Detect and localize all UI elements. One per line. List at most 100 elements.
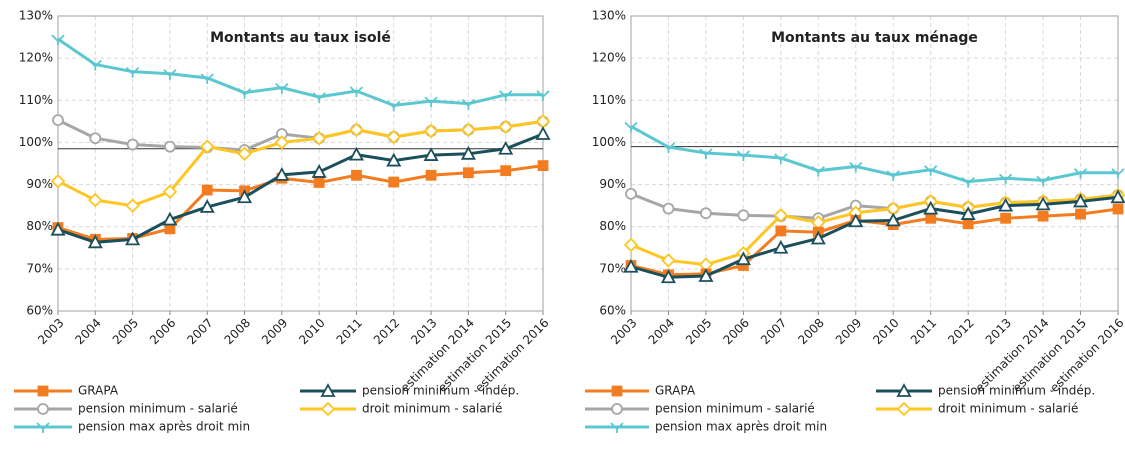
data-point — [625, 187, 637, 200]
data-point — [536, 90, 550, 101]
x-tick-label: 2006 — [147, 316, 178, 347]
data-point — [925, 212, 937, 224]
x-tick-label: 2010 — [870, 316, 901, 347]
data-point — [237, 146, 252, 162]
data-point — [275, 83, 289, 94]
data-point — [1112, 203, 1124, 215]
y-tick-label: 90% — [599, 177, 626, 191]
legend-marker — [611, 403, 623, 415]
legend-marker — [896, 383, 912, 397]
data-point — [50, 221, 66, 236]
legend-marker — [37, 385, 49, 397]
legend-marker — [610, 422, 624, 433]
data-point — [349, 86, 364, 98]
data-point — [624, 121, 638, 133]
y-tick-label: 80% — [26, 219, 53, 233]
data-point — [313, 177, 325, 188]
data-point — [698, 268, 714, 282]
legend-label: droit minimum - salarié — [362, 402, 502, 416]
series-line — [57, 37, 543, 107]
data-point — [237, 189, 253, 204]
x-tick-label: 2003 — [608, 316, 639, 347]
data-point — [199, 199, 215, 213]
legend-marker — [37, 403, 49, 415]
x-tick-label: 2012 — [371, 316, 402, 347]
x-tick-label: 2010 — [296, 316, 327, 347]
data-point — [162, 211, 178, 226]
data-point — [735, 251, 751, 266]
chart-title: Montants au taux ménage — [771, 30, 978, 46]
legend-marker — [611, 385, 623, 397]
data-point — [1110, 189, 1125, 204]
data-point — [811, 166, 825, 177]
data-point — [537, 160, 549, 172]
data-point — [125, 66, 140, 78]
data-point — [461, 99, 476, 110]
data-point — [998, 197, 1014, 212]
y-tick-label: 60% — [26, 304, 53, 318]
data-point — [424, 96, 438, 108]
legend-label: droit minimum - salarié — [938, 402, 1078, 416]
data-point — [348, 146, 364, 161]
x-tick-label: 2007 — [758, 316, 789, 347]
data-point — [125, 198, 140, 213]
data-point — [162, 184, 178, 200]
data-point — [351, 169, 362, 181]
x-tick-label: 2008 — [795, 316, 826, 347]
legend-label: pension minimum - salarié — [655, 402, 815, 416]
data-point — [1073, 193, 1089, 208]
data-point — [125, 231, 141, 246]
data-point — [662, 202, 675, 215]
data-point — [311, 130, 327, 146]
data-point — [200, 73, 214, 84]
x-tick-label: 2007 — [184, 316, 215, 347]
data-point — [386, 129, 402, 145]
data-point — [623, 237, 639, 253]
data-point — [1035, 196, 1051, 211]
data-point — [661, 253, 676, 268]
series-line — [630, 125, 1118, 184]
data-point — [810, 230, 826, 245]
x-tick-label: 2009 — [259, 316, 290, 347]
data-point — [923, 200, 939, 215]
data-point — [962, 218, 974, 230]
data-point — [237, 88, 252, 99]
data-point — [737, 209, 750, 222]
data-point — [461, 122, 476, 138]
legend-label: pension minimum - indép. — [362, 384, 519, 398]
data-point — [623, 258, 639, 273]
y-tick-label: 70% — [26, 261, 53, 275]
data-point — [87, 234, 103, 249]
data-point — [201, 184, 213, 196]
data-point — [164, 223, 176, 235]
data-point — [88, 192, 103, 208]
data-point — [274, 135, 290, 150]
data-point — [1000, 212, 1012, 224]
data-point — [126, 138, 139, 151]
x-tick-label: 2006 — [720, 316, 751, 347]
data-point — [52, 114, 64, 126]
data-point — [1111, 168, 1125, 179]
legend-marker — [896, 401, 912, 417]
data-point — [535, 126, 551, 140]
data-point — [960, 206, 976, 220]
data-point — [773, 239, 789, 254]
data-point — [1073, 168, 1088, 179]
data-point — [89, 132, 102, 145]
data-point — [700, 207, 712, 220]
data-point — [699, 148, 713, 159]
legend-marker — [36, 422, 50, 433]
data-point — [88, 59, 102, 71]
series-line — [630, 195, 1119, 279]
legend-label: pension max après droit min — [78, 420, 250, 434]
data-point — [51, 34, 65, 46]
data-point — [886, 170, 900, 181]
y-tick-label: 120% — [592, 51, 626, 65]
data-point — [423, 123, 439, 139]
plot-border — [57, 15, 544, 312]
data-point — [661, 142, 676, 154]
legend-marker — [320, 383, 336, 397]
x-tick-label: 2005 — [683, 316, 714, 347]
data-point — [50, 173, 66, 189]
